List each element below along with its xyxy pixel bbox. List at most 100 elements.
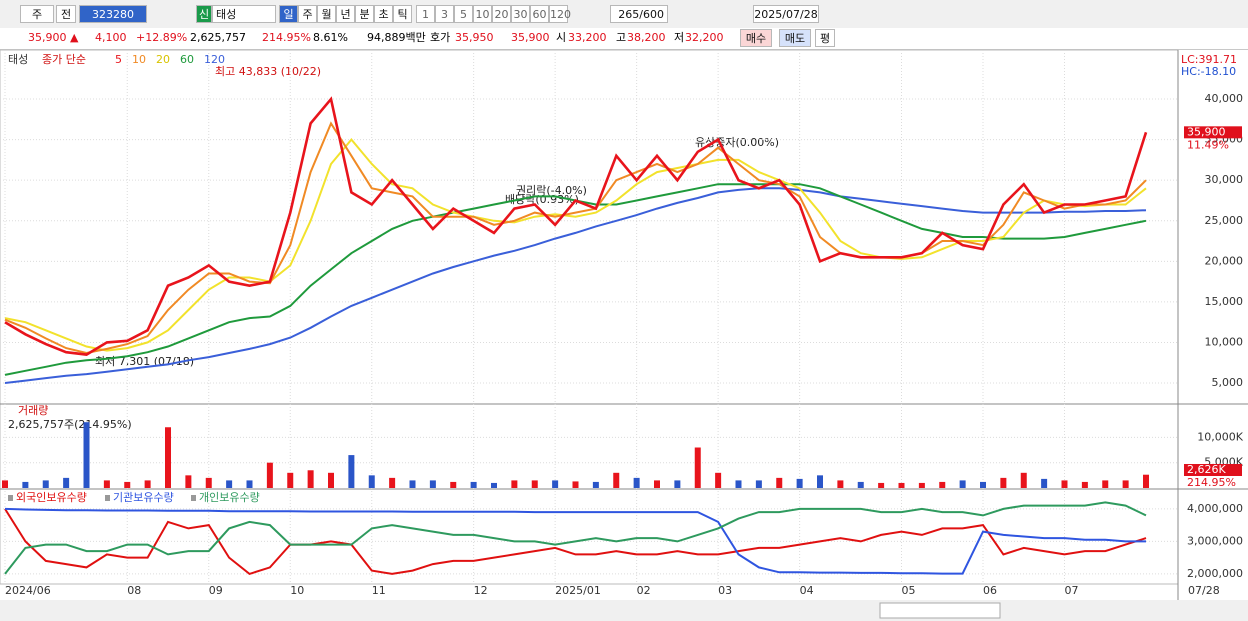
volume-bar	[939, 481, 946, 488]
prev-button[interactable]: 전	[56, 5, 76, 23]
last-value-label: 2,626K	[1187, 463, 1226, 476]
x-tick-label: 2025/01	[555, 584, 601, 597]
annotation: 최고 43,833 (10/22)	[215, 65, 321, 78]
lc-label: LC:391.71	[1181, 53, 1237, 66]
unit-button[interactable]: 틱	[393, 5, 412, 23]
x-tick-label: 03	[718, 584, 732, 597]
y-tick-label: 25,000	[1205, 214, 1244, 227]
volume-bar	[226, 480, 233, 488]
volume-bar	[165, 427, 171, 488]
volume-bar	[2, 480, 8, 488]
volume-bar	[613, 472, 620, 488]
step-button[interactable]: 60	[530, 5, 549, 23]
volume-summary: 2,625,757주(214.95%)	[8, 418, 132, 431]
legend-entry: 개인보유수량	[199, 491, 260, 504]
volume-bar	[307, 470, 314, 488]
sell-button[interactable]: 매도	[779, 29, 811, 47]
last-value-badge	[1184, 464, 1242, 476]
quote-open-label: 시	[556, 31, 567, 44]
unit-button[interactable]: 년	[336, 5, 355, 23]
volume-bar	[83, 422, 90, 488]
y-tick-label: 3,000,000	[1187, 534, 1243, 547]
period-select[interactable]: 주	[20, 5, 54, 23]
volume-bar	[368, 475, 375, 488]
quote-change-pct: +12.89%	[136, 31, 188, 44]
step-button[interactable]: 5	[454, 5, 473, 23]
y-tick-label: 10,000	[1205, 335, 1244, 348]
volume-bar	[1041, 478, 1048, 488]
volume-bar	[1102, 480, 1109, 488]
unit-button[interactable]: 주	[298, 5, 317, 23]
step-button[interactable]: 30	[511, 5, 530, 23]
quote-low: 32,200	[685, 31, 724, 44]
y-tick-label: 15,000	[1205, 295, 1244, 308]
volume-bar	[572, 481, 579, 488]
step-button[interactable]: 10	[473, 5, 492, 23]
date-input[interactable]: 2025/07/28	[753, 5, 819, 23]
volume-bar	[185, 475, 192, 488]
count-input[interactable]: 265/600	[610, 5, 668, 23]
volume-bar	[470, 481, 477, 488]
unit-button[interactable]: 월	[317, 5, 336, 23]
volume-bar	[857, 481, 864, 488]
unit-button[interactable]: 분	[355, 5, 374, 23]
plot-frame	[0, 49, 1179, 585]
unit-button[interactable]: 초	[374, 5, 393, 23]
last-pct-label: 11.49%	[1187, 138, 1229, 151]
toolbar: 주 전 323280 신 태성 일 주 월 년 분 초 틱 1 3 5 10 20 30 60 120 265/600 2…	[0, 0, 1248, 29]
volume-bar	[1122, 480, 1129, 488]
series-line	[4, 507, 1146, 575]
quote-price: 35,900 ▲	[28, 31, 79, 44]
volume-bar	[491, 482, 497, 488]
quote-high-label: 고	[616, 31, 627, 44]
x-tick-label: 07	[1065, 584, 1079, 597]
y-tick-label: 30,000	[1205, 173, 1244, 186]
x-tick-label: 12	[474, 584, 488, 597]
legend-entry: 60	[180, 53, 194, 66]
last-value-label: 35,900	[1187, 125, 1226, 138]
volume-bar	[63, 477, 70, 488]
scroll-bar[interactable]	[0, 600, 1248, 621]
name-input[interactable]: 태성	[212, 5, 276, 23]
legend-entry: 20	[156, 53, 170, 66]
volume-bar	[715, 472, 722, 488]
market-badge[interactable]: 신	[196, 5, 212, 23]
volume-title: 거래량	[18, 404, 48, 417]
last-pct-label: 214.95%	[1187, 476, 1236, 489]
hc-label: HC:-18.10	[1181, 65, 1236, 78]
scroll-track[interactable]	[879, 602, 1001, 619]
volume-bar	[429, 480, 436, 488]
volume-bar	[694, 447, 701, 488]
unit-button[interactable]: 일	[279, 5, 298, 23]
stock-name: 태성	[8, 53, 28, 66]
eval-button[interactable]: 평	[815, 29, 835, 47]
code-input[interactable]: 323280	[79, 5, 147, 23]
quote-amount: 94,889백만	[367, 31, 426, 44]
quote-bid: 35,900	[511, 31, 550, 44]
legend-swatch	[105, 495, 110, 501]
volume-bar	[42, 480, 49, 488]
x-tick-label: 06	[983, 584, 997, 597]
legend-entry: 5	[115, 53, 122, 66]
quote-high: 38,200	[627, 31, 666, 44]
step-button[interactable]: 20	[492, 5, 511, 23]
volume-bar	[1061, 480, 1068, 488]
step-button[interactable]: 3	[435, 5, 454, 23]
x-tick-label: 2024/06	[5, 584, 51, 597]
series-line	[4, 138, 1147, 352]
volume-bar	[980, 481, 986, 488]
volume-bar	[735, 480, 742, 488]
buy-button[interactable]: 매수	[740, 29, 772, 47]
y-tick-label: 4,000,000	[1187, 502, 1243, 515]
volume-bar	[837, 480, 844, 488]
series-line	[4, 187, 1147, 384]
volume-bar	[409, 480, 416, 488]
volume-bar	[817, 475, 823, 488]
volume-bar	[205, 477, 212, 488]
step-button[interactable]: 120	[549, 5, 571, 23]
x-tick-label: 09	[209, 584, 223, 597]
volume-bar	[592, 481, 599, 488]
volume-bar	[552, 480, 559, 488]
step-button[interactable]: 1	[416, 5, 435, 23]
volume-bar	[511, 480, 518, 488]
